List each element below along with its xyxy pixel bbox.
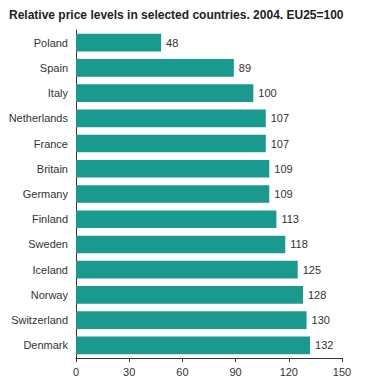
svg-text:Sweden: Sweden (28, 238, 68, 250)
svg-text:Italy: Italy (48, 87, 69, 99)
svg-text:118: 118 (290, 238, 308, 250)
svg-text:113: 113 (281, 213, 299, 225)
svg-text:0: 0 (73, 366, 79, 378)
svg-text:100: 100 (258, 87, 276, 99)
svg-text:Finland: Finland (32, 213, 68, 225)
svg-text:109: 109 (274, 188, 292, 200)
svg-text:109: 109 (274, 163, 292, 175)
svg-text:48: 48 (166, 37, 178, 49)
svg-text:107: 107 (271, 112, 289, 124)
svg-text:132: 132 (315, 339, 333, 351)
svg-text:Switzerland: Switzerland (11, 314, 68, 326)
svg-text:Iceland: Iceland (33, 264, 68, 276)
svg-text:125: 125 (303, 264, 321, 276)
svg-text:120: 120 (280, 366, 298, 378)
svg-text:Germany: Germany (23, 188, 69, 200)
svg-text:Norway: Norway (31, 289, 69, 301)
svg-text:Netherlands: Netherlands (9, 112, 69, 124)
svg-text:130: 130 (312, 314, 330, 326)
svg-text:89: 89 (239, 62, 251, 74)
svg-text:Britain: Britain (37, 163, 68, 175)
svg-text:France: France (34, 138, 68, 150)
svg-text:Spain: Spain (40, 62, 68, 74)
svg-text:Relative price levels in selec: Relative price levels in selected countr… (9, 8, 344, 22)
svg-text:Poland: Poland (34, 37, 68, 49)
svg-text:90: 90 (229, 366, 241, 378)
svg-text:150: 150 (333, 366, 351, 378)
svg-text:Denmark: Denmark (23, 339, 68, 351)
svg-text:30: 30 (123, 366, 135, 378)
svg-text:60: 60 (176, 366, 188, 378)
svg-text:107: 107 (271, 138, 289, 150)
svg-text:128: 128 (308, 289, 326, 301)
